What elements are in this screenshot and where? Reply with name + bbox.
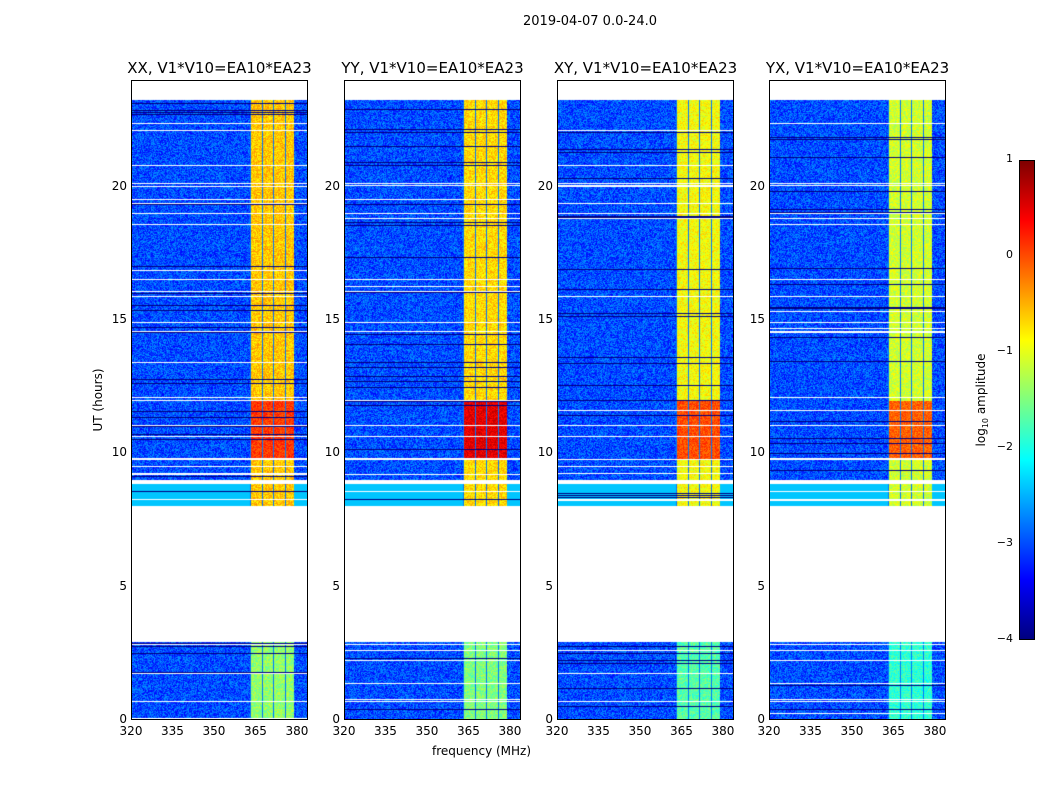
x-tick-label: 380	[285, 724, 309, 738]
heatmap-image	[345, 81, 520, 719]
colorbar-tick-label: 0	[1006, 248, 1013, 261]
x-tick-label: 365	[244, 724, 267, 738]
x-tick-label: 365	[670, 724, 693, 738]
x-tick-label: 365	[457, 724, 480, 738]
y-tick-label: 5	[119, 578, 127, 593]
heatmap-panel	[557, 80, 734, 720]
y-tick-label: 15	[537, 312, 553, 326]
panel-title: XX, V1*V10=EA10*EA23	[127, 59, 312, 77]
heatmap-image	[132, 81, 307, 719]
y-tick-label: 15	[111, 312, 127, 326]
heatmap-image	[770, 81, 945, 719]
y-tick-label: 10	[537, 445, 553, 460]
x-tick-label: 335	[374, 724, 397, 738]
x-tick-label: 350	[628, 724, 652, 738]
heatmap-panel	[131, 80, 308, 720]
y-tick-label: 5	[332, 578, 340, 593]
y-tick-label: 20	[324, 178, 340, 193]
panel-title: XY, V1*V10=EA10*EA23	[553, 59, 738, 77]
colorbar-label: log10 amplitude	[973, 353, 991, 447]
x-tick-label: 380	[711, 724, 735, 738]
y-tick-label: 0	[119, 712, 127, 726]
x-tick-label: 350	[202, 724, 226, 738]
x-tick-label: 320	[119, 724, 143, 738]
heatmap-panel	[769, 80, 946, 720]
heatmap-panel	[344, 80, 521, 720]
panel-title: YX, V1*V10=EA10*EA23	[765, 59, 950, 77]
x-tick-label: 335	[161, 724, 184, 738]
y-tick-label: 20	[749, 178, 765, 193]
y-tick-label: 5	[757, 578, 765, 593]
figure-title: 2019-04-07 0.0-24.0	[523, 14, 657, 29]
y-tick-label: 10	[324, 445, 340, 460]
y-tick-label: 10	[749, 445, 765, 460]
x-tick-label: 350	[415, 724, 439, 738]
y-tick-label: 15	[749, 312, 765, 326]
colorbar-tick-label: −3	[996, 536, 1013, 549]
colorbar-tick-label: −2	[996, 440, 1013, 453]
x-tick-label: 350	[840, 724, 864, 738]
y-tick-label: 10	[111, 445, 127, 460]
y-tick-label: 0	[757, 712, 765, 726]
y-tick-label: 0	[332, 712, 340, 726]
heatmap-image	[558, 81, 733, 719]
y-tick-label: 20	[537, 178, 553, 193]
x-tick-label: 365	[882, 724, 905, 738]
colorbar	[1019, 160, 1035, 640]
x-tick-label: 335	[799, 724, 822, 738]
y-tick-label: 0	[545, 712, 553, 726]
x-tick-label: 320	[332, 724, 356, 738]
x-tick-label: 320	[757, 724, 781, 738]
colorbar-tick-label: −4	[996, 632, 1013, 645]
colorbar-tick-label: −1	[996, 344, 1013, 357]
y-tick-label: 20	[111, 178, 127, 193]
y-axis-label: UT (hours)	[91, 368, 105, 432]
x-axis-label: frequency (MHz)	[432, 744, 532, 758]
x-tick-label: 320	[545, 724, 569, 738]
colorbar-tick-label: 1	[1006, 152, 1013, 165]
panel-title: YY, V1*V10=EA10*EA23	[341, 59, 524, 77]
x-tick-label: 335	[587, 724, 610, 738]
y-tick-label: 5	[545, 578, 553, 593]
y-tick-label: 15	[324, 312, 340, 326]
x-tick-label: 380	[923, 724, 947, 738]
x-tick-label: 380	[498, 724, 522, 738]
